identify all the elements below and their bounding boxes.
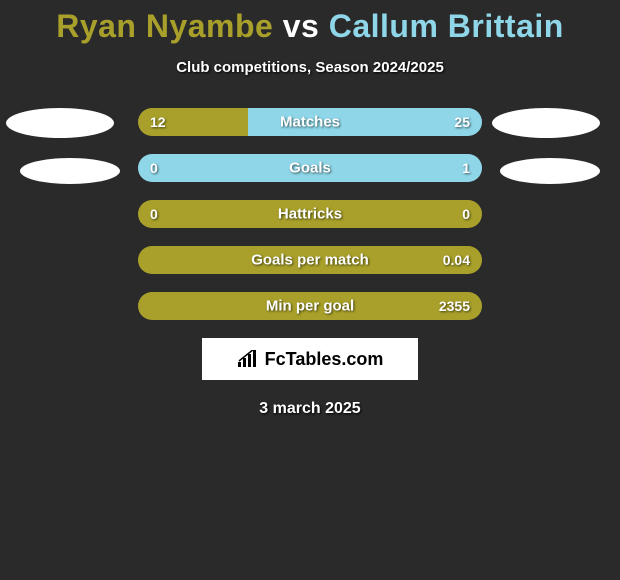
logo: FcTables.com xyxy=(237,349,384,370)
stat-row: 0 0Hattricks xyxy=(0,200,620,228)
logo-text-rest: Tables.com xyxy=(286,349,384,370)
stat-value-right: 0 xyxy=(462,206,470,222)
comparison-container: Ryan Nyambe vs Callum Brittain Club comp… xyxy=(0,0,620,418)
stat-bar: 0.04Goals per match xyxy=(138,246,482,274)
stat-value-left: 12 xyxy=(150,114,166,130)
stat-value-right: 25 xyxy=(454,114,470,130)
date-text: 3 march 2025 xyxy=(0,400,620,418)
logo-box: FcTables.com xyxy=(202,338,418,380)
stat-label: Min per goal xyxy=(138,298,482,315)
stat-bar: 2355Min per goal xyxy=(138,292,482,320)
stat-row: 2355Min per goal xyxy=(0,292,620,320)
stat-label: Goals xyxy=(138,160,482,177)
stats-area: 1225Matches01Goals00Hattricks0.04Goals p… xyxy=(0,108,620,320)
stat-label: Goals per match xyxy=(138,252,482,269)
player2-name: Callum Brittain xyxy=(329,8,564,44)
stat-value-left: 0 xyxy=(150,160,158,176)
stat-row: 12 25Matches xyxy=(0,108,620,136)
vs-text: vs xyxy=(283,8,320,44)
stat-bar: 12 25Matches xyxy=(138,108,482,136)
player1-name: Ryan Nyambe xyxy=(56,8,273,44)
chart-icon xyxy=(237,350,259,368)
stat-value-right: 0.04 xyxy=(443,252,470,268)
stat-row: 0.04Goals per match xyxy=(0,246,620,274)
subtitle: Club competitions, Season 2024/2025 xyxy=(0,59,620,76)
page-title: Ryan Nyambe vs Callum Brittain xyxy=(0,8,620,45)
stat-value-right: 1 xyxy=(462,160,470,176)
stat-value-right: 2355 xyxy=(439,298,470,314)
stat-bar: 0 1Goals xyxy=(138,154,482,182)
stat-value-left: 0 xyxy=(150,206,158,222)
logo-text-bold: Fc xyxy=(265,349,286,370)
stat-row: 0 1Goals xyxy=(0,154,620,182)
stat-label: Matches xyxy=(138,114,482,131)
stat-label: Hattricks xyxy=(138,206,482,223)
stat-bar: 0 0Hattricks xyxy=(138,200,482,228)
